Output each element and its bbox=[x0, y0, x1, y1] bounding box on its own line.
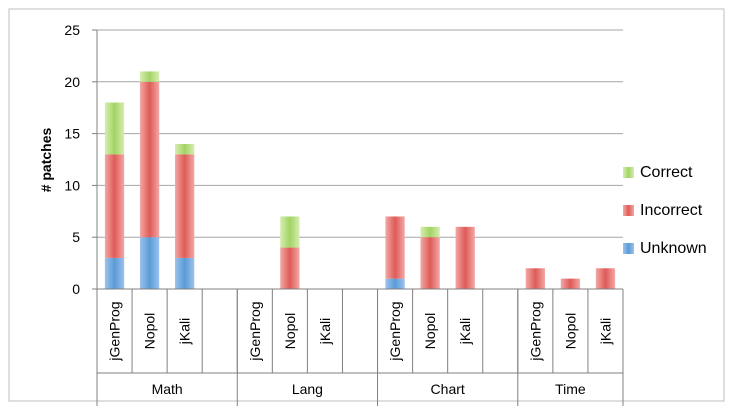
y-tick-label: 5 bbox=[72, 229, 80, 245]
legend-swatch-incorrect bbox=[623, 205, 634, 216]
x-category-label: jKali bbox=[457, 318, 473, 345]
x-category-label: jGenProg bbox=[247, 301, 263, 361]
x-category-label: Nopol bbox=[142, 313, 158, 350]
x-category-label: jKali bbox=[317, 318, 333, 345]
bar-segment-incorrect bbox=[455, 226, 475, 289]
x-category-label: Nopol bbox=[282, 313, 298, 350]
bar-segment-incorrect bbox=[385, 216, 405, 279]
bar-segment-incorrect bbox=[139, 81, 160, 238]
legend-label-correct: Correct bbox=[640, 164, 693, 181]
bar-segment-correct bbox=[175, 143, 195, 155]
x-category-label: jGenProg bbox=[107, 301, 123, 361]
legend-swatch-correct bbox=[623, 167, 634, 178]
bar-segment-incorrect bbox=[420, 237, 440, 289]
x-category-label: jGenProg bbox=[527, 301, 543, 361]
y-axis-title: # patches bbox=[38, 127, 54, 192]
x-group-label: Math bbox=[152, 381, 183, 397]
bar-segment-incorrect bbox=[104, 154, 125, 258]
x-group-label: Time bbox=[555, 381, 586, 397]
x-category-label: Nopol bbox=[422, 313, 438, 350]
x-category-label: Nopol bbox=[562, 313, 578, 350]
bar-segment-unknown bbox=[175, 257, 195, 289]
x-category-label: jKali bbox=[177, 318, 193, 345]
bar-segment-incorrect bbox=[560, 278, 581, 289]
legend-swatch-unknown bbox=[623, 243, 634, 254]
bar-segment-unknown bbox=[385, 278, 405, 289]
bar-segment-correct bbox=[280, 216, 300, 248]
y-tick-label: 15 bbox=[64, 126, 80, 142]
bar-segment-correct bbox=[139, 71, 160, 82]
legend-label-incorrect: Incorrect bbox=[640, 202, 703, 219]
bar-segment-correct bbox=[104, 102, 125, 155]
legend-label-unknown: Unknown bbox=[640, 240, 707, 257]
bar-segment-unknown bbox=[139, 237, 160, 289]
x-group-label: Chart bbox=[431, 381, 465, 397]
y-tick-label: 0 bbox=[72, 281, 80, 297]
bar-segment-incorrect bbox=[525, 268, 545, 289]
bar-segment-incorrect bbox=[175, 154, 195, 258]
chart-frame bbox=[8, 8, 725, 402]
x-category-label: jGenProg bbox=[387, 301, 403, 361]
y-tick-label: 20 bbox=[64, 74, 80, 90]
y-tick-label: 25 bbox=[64, 22, 80, 38]
bar-segment-correct bbox=[420, 226, 440, 238]
bar-segment-unknown bbox=[104, 257, 125, 289]
y-tick-label: 10 bbox=[64, 177, 80, 193]
x-category-label: jKali bbox=[597, 318, 613, 345]
bar-segment-incorrect bbox=[280, 247, 300, 289]
x-group-label: Lang bbox=[292, 381, 323, 397]
bar-segment-incorrect bbox=[595, 268, 616, 289]
